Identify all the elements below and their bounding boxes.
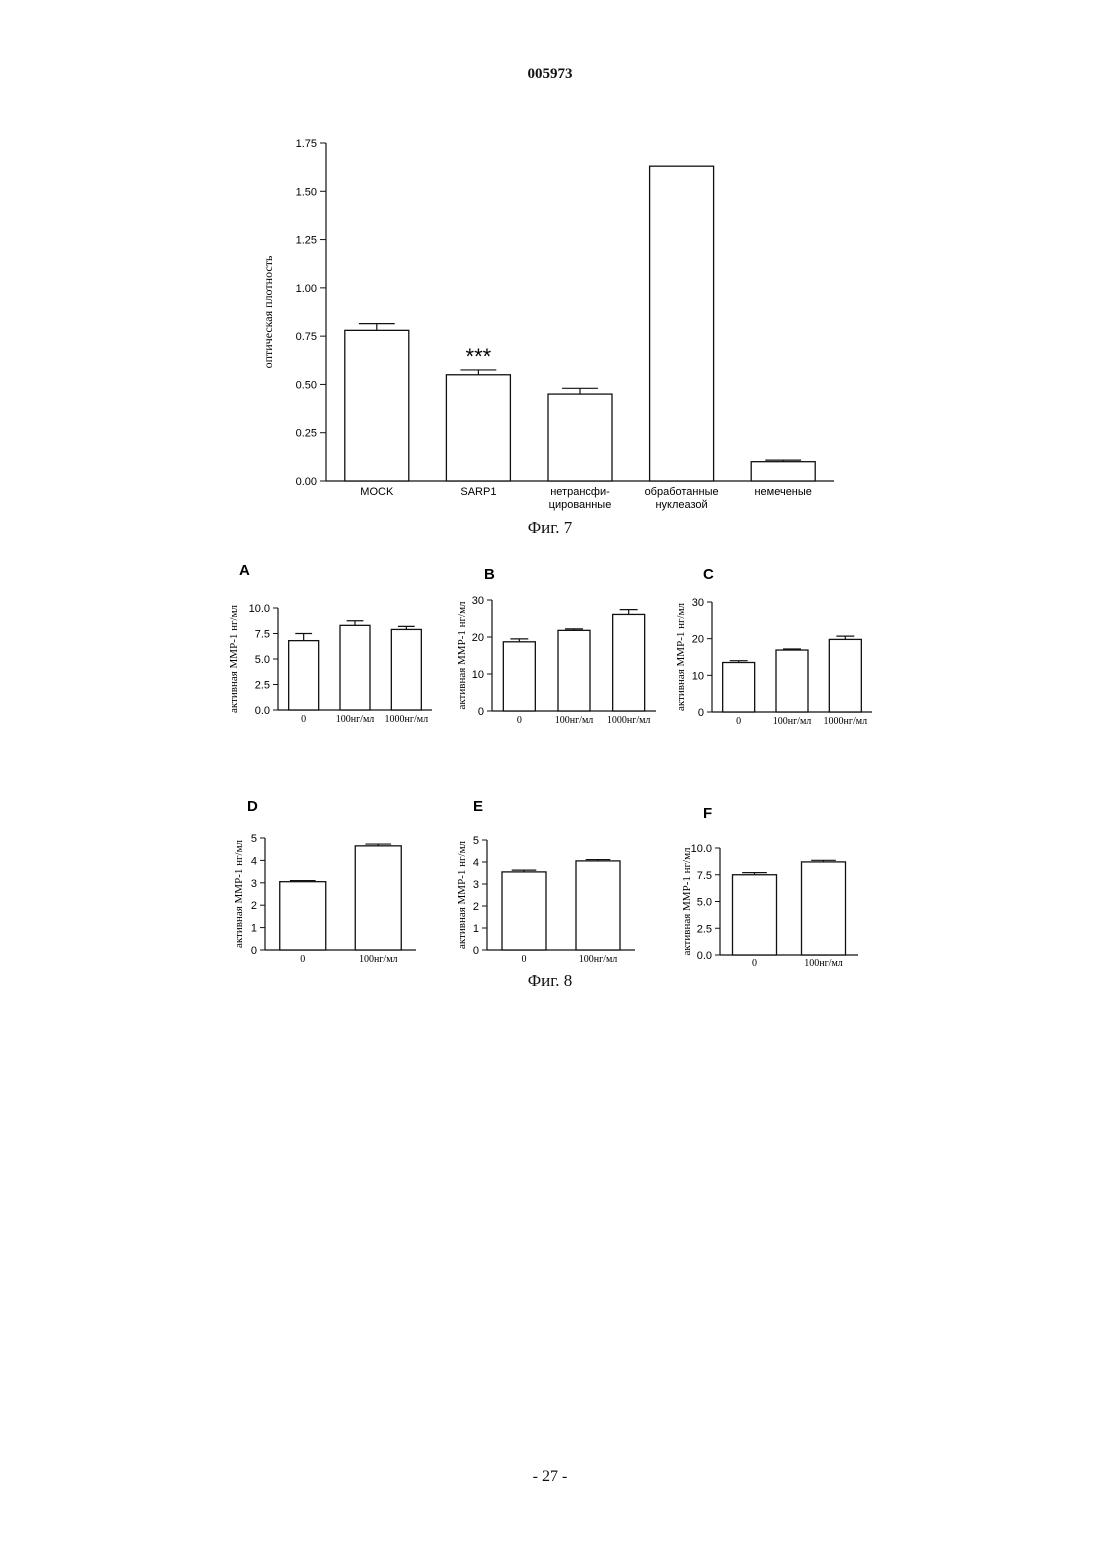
chart-b-y-axis-label: активная ММР-1 нг/мл: [456, 601, 468, 710]
chart-fig7-y-tick-label: 1.25: [296, 235, 317, 247]
chart-c-y-tick-label: 0: [698, 707, 704, 719]
chart-f-y-tick-label: 0.0: [697, 950, 712, 962]
chart-b-panel-letter: B: [484, 566, 495, 583]
chart-fig7-y-tick-label: 1.75: [296, 138, 317, 150]
chart-fig7-bar: [751, 462, 815, 481]
chart-fig7-y-tick-label: 1.50: [296, 186, 317, 198]
chart-a-panel-letter: A: [239, 562, 250, 579]
chart-b-y-tick-label: 30: [472, 595, 484, 607]
chart-a-bar: [289, 641, 319, 710]
chart-a-category-label: 0: [301, 714, 306, 725]
chart-fig7-bar: [548, 394, 612, 481]
chart-d-y-tick-label: 1: [251, 923, 257, 935]
chart-f-bar: [802, 862, 846, 955]
chart-a-category-label: 1000нг/мл: [385, 714, 429, 725]
chart-e-y-tick-label: 3: [473, 879, 479, 891]
chart-c-bar: [829, 639, 861, 712]
chart-a-y-tick-label: 5.0: [255, 654, 270, 666]
chart-a-y-tick-label: 2.5: [255, 680, 270, 692]
chart-c-category-label: 100нг/мл: [773, 716, 812, 727]
chart-f-category-label: 100нг/мл: [804, 958, 843, 969]
chart-c-bar: [776, 650, 808, 712]
chart-e-bar: [576, 861, 620, 950]
chart-b-category-label: 0: [517, 715, 522, 726]
chart-e-y-tick-label: 4: [473, 857, 479, 869]
chart-f-y-axis-label: активная ММР-1 нг/мл: [681, 847, 693, 956]
chart-fig7-category-label: нетрансфи-: [550, 486, 610, 498]
chart-d-y-tick-label: 0: [251, 945, 257, 957]
chart-c-y-tick-label: 10: [692, 670, 704, 682]
chart-d-bar: [280, 882, 326, 950]
chart-e-y-axis-label: активная ММР-1 нг/мл: [456, 840, 468, 949]
chart-b-bar: [558, 630, 590, 711]
chart-d-y-axis-label: активная ММР-1 нг/мл: [233, 839, 245, 948]
figure-7-caption: Фиг. 7: [0, 518, 1100, 538]
chart-fig7-category-label: MOCK: [360, 486, 394, 498]
chart-d-category-label: 0: [300, 954, 305, 965]
chart-c-panel-letter: C: [703, 566, 714, 583]
chart-e-bar: [502, 872, 546, 950]
page-number: - 27 -: [0, 1468, 1100, 1486]
chart-c-bar: [723, 663, 755, 713]
chart-b-category-label: 100нг/мл: [555, 715, 594, 726]
chart-c-y-axis-label: активная ММР-1 нг/мл: [675, 602, 687, 711]
chart-fig7-y-tick-label: 0.25: [296, 428, 317, 440]
chart-b-bar: [613, 614, 645, 711]
chart-d-panel-letter: D: [247, 798, 258, 815]
chart-e-panel-letter: E: [473, 798, 483, 815]
chart-a-bar: [340, 625, 370, 710]
chart-e-y-tick-label: 2: [473, 901, 479, 913]
chart-fig7-y-tick-label: 0.50: [296, 379, 317, 391]
chart-e-category-label: 100нг/мл: [579, 954, 618, 965]
chart-c-category-label: 1000нг/мл: [824, 716, 868, 727]
chart-e-y-tick-label: 0: [473, 945, 479, 957]
chart-d-y-tick-label: 5: [251, 833, 257, 845]
chart-e-category-label: 0: [522, 954, 527, 965]
chart-fig7-y-axis-label: оптическая плотность: [261, 255, 275, 368]
chart-c-y-tick-label: 20: [692, 634, 704, 646]
chart-fig7-bar: [345, 330, 409, 481]
chart-f-y-tick-label: 5.0: [697, 897, 712, 909]
chart-fig7-annotation: ***: [466, 344, 492, 369]
chart-a-y-axis-label: активная ММР-1 нг/мл: [228, 604, 240, 713]
chart-d-category-label: 100нг/мл: [359, 954, 398, 965]
chart-fig7-y-tick-label: 0.75: [296, 331, 317, 343]
chart-f-y-tick-label: 2.5: [697, 923, 712, 935]
chart-a-y-tick-label: 0.0: [255, 705, 270, 717]
chart-b-bar: [503, 642, 535, 711]
chart-e-y-tick-label: 5: [473, 835, 479, 847]
chart-f-y-tick-label: 10.0: [691, 843, 712, 855]
chart-fig7-y-tick-label: 1.00: [296, 283, 317, 295]
chart-c-y-tick-label: 30: [692, 597, 704, 609]
chart-f-bar: [733, 875, 777, 955]
chart-b-y-tick-label: 10: [472, 669, 484, 681]
chart-b-category-label: 1000нг/мл: [607, 715, 651, 726]
chart-b-y-tick-label: 0: [478, 706, 484, 718]
chart-d-bar: [355, 846, 401, 950]
chart-b-y-tick-label: 20: [472, 632, 484, 644]
chart-fig7-category-label: нуклеазой: [655, 499, 707, 511]
figure-8-caption: Фиг. 8: [0, 971, 1100, 991]
chart-a-y-tick-label: 10.0: [249, 603, 270, 615]
chart-d-y-tick-label: 4: [251, 855, 257, 867]
chart-fig7-bar: [446, 375, 510, 481]
chart-f-category-label: 0: [752, 958, 757, 969]
chart-f-y-tick-label: 7.5: [697, 870, 712, 882]
chart-fig7-category-label: немеченые: [754, 486, 811, 498]
chart-d-y-tick-label: 3: [251, 878, 257, 890]
chart-c-category-label: 0: [736, 716, 741, 727]
chart-d-y-tick-label: 2: [251, 900, 257, 912]
chart-a-y-tick-label: 7.5: [255, 629, 270, 641]
chart-fig7-y-tick-label: 0.00: [296, 476, 317, 488]
chart-fig7-category-label: цированные: [549, 499, 612, 511]
chart-fig7-bar: [650, 166, 714, 481]
chart-f-panel-letter: F: [703, 805, 712, 822]
chart-fig7-category-label: SARP1: [460, 486, 496, 498]
chart-a-bar: [391, 629, 421, 710]
chart-a-category-label: 100нг/мл: [336, 714, 375, 725]
chart-e-y-tick-label: 1: [473, 923, 479, 935]
chart-fig7-category-label: обработанные: [645, 486, 719, 498]
